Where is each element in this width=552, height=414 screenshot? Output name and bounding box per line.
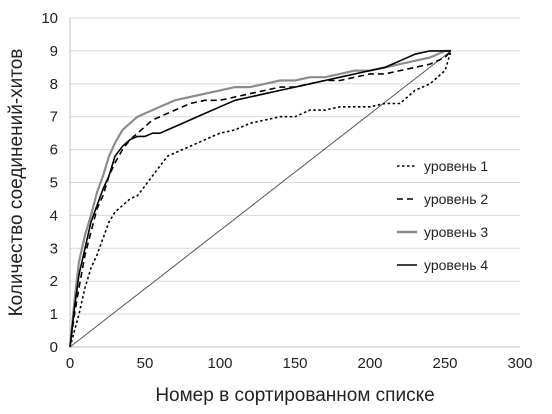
legend-label: уровень 1 [424,158,488,174]
y-tick-label: 3 [50,240,58,257]
series-line-2 [69,50,452,348]
y-tick-label: 9 [50,43,58,60]
x-tick-label: 50 [137,355,154,372]
series-line-1 [69,50,452,348]
x-tick-label: 300 [507,355,532,372]
gridlines [70,17,520,315]
y-axis-title: Количество соединений-хитов [6,49,27,317]
reference-line-layer [69,50,452,348]
y-tick-label: 0 [50,339,58,356]
reference-diagonal-line [69,50,452,348]
y-tick-label: 8 [50,76,58,93]
legend-label: уровень 3 [424,224,488,240]
y-tick-label: 10 [41,10,58,27]
series-layer [68,49,452,348]
x-tick-label: 200 [357,355,382,372]
y-tick-label: 1 [50,306,58,323]
legend-label: уровень 2 [424,191,488,207]
y-tick-label: 6 [50,142,58,159]
tick-labels: 0 50 100 150 200 250 300 0 1 2 3 4 5 6 7 8 9 10 [41,10,532,372]
legend: уровень 1 уровень 2 уровень 3 уровень 4 [397,158,488,273]
x-tick-label: 150 [282,355,307,372]
y-tick-label: 5 [50,175,58,192]
y-tick-label: 4 [50,207,58,224]
legend-label: уровень 4 [424,257,488,273]
y-tick-label: 2 [50,273,58,290]
x-tick-label: 0 [66,355,74,372]
series-line-4 [69,50,451,348]
x-tick-label: 250 [432,355,457,372]
x-tick-label: 100 [207,355,232,372]
axes [69,18,520,348]
y-tick-label: 7 [50,109,58,126]
x-axis-title: Номер в сортированном списке [155,385,434,406]
